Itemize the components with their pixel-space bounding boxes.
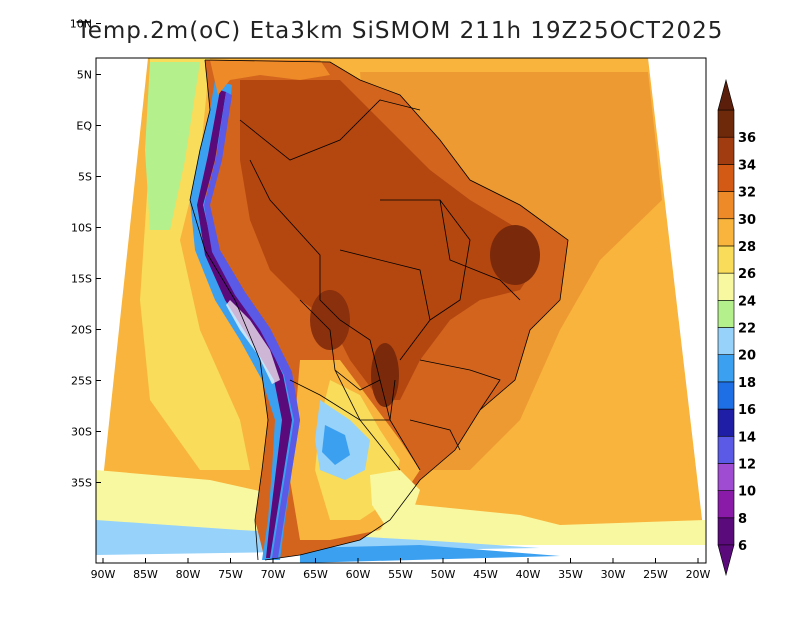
colorbar-swatch <box>717 327 735 355</box>
colorbar-label: 14 <box>738 430 756 445</box>
lat-label: 10S <box>71 222 92 235</box>
state-line-1 <box>380 199 471 321</box>
colorbar-swatch <box>717 164 735 192</box>
colorbar-swatch <box>717 463 735 491</box>
map-field <box>96 58 706 563</box>
colorbar-swatch <box>717 408 735 437</box>
lat-label: 25S <box>71 375 92 388</box>
lat-label: 35S <box>71 477 92 490</box>
colorbar-swatch <box>717 300 735 328</box>
colorbar-label: 16 <box>738 403 756 418</box>
lat-label: 30S <box>71 426 92 439</box>
lon-label: 35W <box>558 568 583 581</box>
colorbar-high-arrow <box>717 78 735 111</box>
colorbar-swatch <box>717 245 735 274</box>
colorbar-swatch <box>717 109 735 138</box>
colorbar-label: 24 <box>738 294 756 309</box>
colorbar-label: 30 <box>738 213 756 228</box>
lon-label: 25W <box>643 568 668 581</box>
colorbar-swatch <box>717 435 735 464</box>
colorbar-swatch <box>717 136 735 165</box>
lon-label: 30W <box>601 568 626 581</box>
colorbar-swatch <box>717 381 735 410</box>
colorbar: 6 8 10 12 14 16 18 20 22 24 26 28 30 32 34 36 <box>717 78 756 577</box>
country-borders <box>189 59 569 561</box>
lon-label: 45W <box>473 568 498 581</box>
brazil-border-north <box>239 99 421 161</box>
lon-label: 80W <box>176 568 201 581</box>
coastline <box>204 59 569 561</box>
colorbar-label: 18 <box>738 376 756 391</box>
state-line-5 <box>409 419 461 451</box>
ocean-pacific-cold <box>145 62 200 230</box>
colorbar-low-arrow <box>717 544 735 577</box>
colorbar-label: 26 <box>738 267 756 282</box>
colorbar-label: 10 <box>738 485 756 500</box>
map-title: Temp.2m(oC) Eta3km SiSMOM 211h 19Z25OCT2… <box>76 18 724 44</box>
lon-label: 90W <box>91 568 116 581</box>
argentina-border <box>289 379 401 471</box>
colorbar-label: 6 <box>738 539 747 554</box>
paraguay-border <box>334 369 396 421</box>
colorbar-swatch <box>717 191 735 220</box>
lon-label: 70W <box>261 568 286 581</box>
colorbar-label: 32 <box>738 186 756 201</box>
land-uruguay <box>370 470 420 525</box>
colorbar-label: 22 <box>738 322 756 337</box>
brazil-border-west <box>249 159 421 471</box>
lat-label: 5N <box>77 69 92 82</box>
colorbar-swatch <box>717 490 735 519</box>
land-hot-amazon <box>310 290 350 350</box>
pacific-coastline <box>189 59 269 561</box>
colorbar-label: 34 <box>738 158 756 173</box>
colorbar-swatch <box>717 218 735 247</box>
ocean-cold-south-2 <box>300 545 560 563</box>
lon-label: 60W <box>346 568 371 581</box>
lon-label: 55W <box>388 568 413 581</box>
longitude-axis: 90W 85W 80W 75W 70W 65W 60W 55W 50W 45W 40W 35W 30W 2… <box>91 558 711 581</box>
state-line-3 <box>339 249 431 361</box>
land-cold-patch <box>322 425 350 465</box>
latitude-axis: 10N 5N EQ 5S 10S 15S 20S 25S 30S 35S <box>70 18 101 490</box>
colorbar-label: 36 <box>738 131 756 146</box>
colorbar-label: 12 <box>738 457 756 472</box>
land-hottest-ne <box>490 225 540 285</box>
lon-label: 65W <box>303 568 328 581</box>
colorbar-label: 20 <box>738 349 756 364</box>
lat-label: EQ <box>76 120 92 133</box>
colorbar-swatch <box>717 517 735 546</box>
land-north-coast <box>210 60 330 95</box>
lat-label: 5S <box>78 171 92 184</box>
lat-label: 10N <box>70 18 92 31</box>
colorbar-label: 28 <box>738 240 756 255</box>
andes-snow <box>226 300 280 384</box>
state-line-4 <box>419 359 501 411</box>
colorbar-swatch <box>717 272 735 301</box>
land-hottest-pantanal <box>371 343 399 407</box>
lon-label: 50W <box>431 568 456 581</box>
colorbar-label: 8 <box>738 512 747 527</box>
colorbar-swatch <box>717 354 735 383</box>
lon-label: 85W <box>133 568 158 581</box>
lat-label: 15S <box>71 273 92 286</box>
lon-label: 20W <box>686 568 711 581</box>
lon-label: 75W <box>218 568 243 581</box>
land-hot-interior <box>240 80 540 400</box>
lon-label: 40W <box>516 568 541 581</box>
lat-label: 20S <box>71 324 92 337</box>
state-line-2 <box>439 199 521 301</box>
